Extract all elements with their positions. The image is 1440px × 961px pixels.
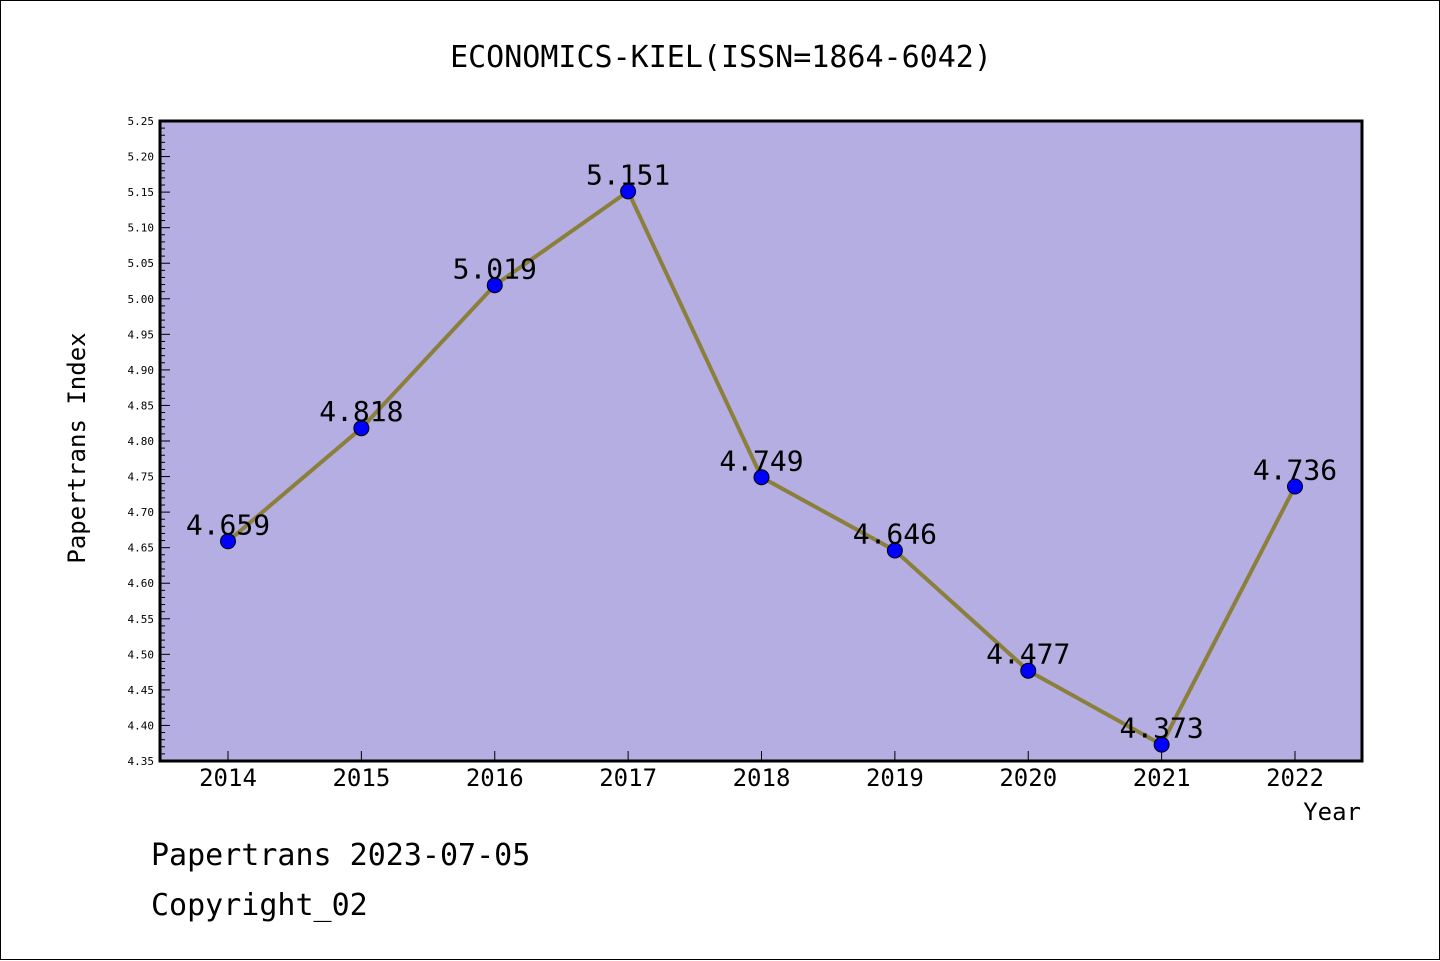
- x-tick-label: 2015: [332, 764, 390, 792]
- series-group: [220, 183, 1303, 753]
- x-tick-label: 2018: [733, 764, 791, 792]
- x-tick-label: 2016: [466, 764, 524, 792]
- y-axis-ticks: 4.35 4.40 4.45 4.50 4.55 4.60 4.65 4.70 4.75 4.80…: [128, 115, 170, 768]
- data-labels: 4.659 4.818 5.019 5.151 4.749 4.646 4.477 4.373…: [186, 158, 1337, 744]
- plot-area: [158, 119, 1364, 763]
- y-tick-label: 4.85: [128, 399, 155, 412]
- x-tick-label: 2021: [1133, 764, 1191, 792]
- x-tick-label: 2022: [1266, 764, 1324, 792]
- data-label: 4.477: [986, 638, 1070, 671]
- y-tick-label: 5.25: [128, 115, 155, 128]
- y-tick-label: 4.80: [128, 435, 155, 448]
- y-tick-label: 4.50: [128, 648, 155, 661]
- x-tick-label: 2014: [199, 764, 257, 792]
- data-label: 5.019: [453, 252, 537, 285]
- y-tick-label: 5.00: [128, 293, 155, 306]
- footer-copyright: Copyright_02: [151, 888, 368, 923]
- data-point: [353, 420, 370, 437]
- footer-date: Papertrans 2023-07-05: [151, 838, 530, 873]
- data-point: [620, 183, 637, 200]
- data-point: [753, 469, 770, 486]
- y-tick-label: 4.90: [128, 364, 155, 377]
- data-label: 4.646: [853, 518, 937, 551]
- data-point: [220, 533, 236, 550]
- y-tick-label: 4.75: [128, 471, 155, 484]
- y-tick-label: 4.55: [128, 613, 155, 626]
- y-tick-label: 4.95: [128, 328, 155, 341]
- x-axis-label: Year: [1303, 798, 1361, 826]
- y-tick-label: 4.45: [128, 684, 155, 697]
- x-tick-label: 2017: [599, 764, 657, 792]
- x-tick-label: 2020: [999, 764, 1057, 792]
- data-label: 4.373: [1119, 712, 1203, 745]
- data-label: 4.659: [186, 508, 270, 541]
- data-label: 4.749: [719, 444, 803, 477]
- y-axis-label: Papertrans Index: [63, 332, 91, 563]
- y-tick-label: 5.20: [128, 151, 155, 164]
- data-point: [1153, 736, 1170, 753]
- data-point: [1287, 478, 1303, 495]
- y-tick-label: 4.65: [128, 542, 155, 555]
- data-point: [486, 277, 503, 294]
- y-tick-label: 4.40: [128, 719, 155, 732]
- y-tick-label: 4.70: [128, 506, 155, 519]
- data-point: [1020, 662, 1037, 679]
- x-tick-label: 2019: [866, 764, 924, 792]
- y-tick-label: 5.05: [128, 257, 155, 270]
- y-tick-label: 5.15: [128, 186, 155, 199]
- y-tick-label: 4.35: [128, 755, 155, 768]
- data-label: 4.736: [1253, 454, 1337, 487]
- chart-title: ECONOMICS-KIEL(ISSN=1864-6042): [450, 40, 992, 75]
- data-label: 4.818: [319, 395, 403, 428]
- data-point: [886, 542, 903, 559]
- data-label: 5.151: [586, 158, 670, 191]
- y-tick-label: 5.10: [128, 222, 155, 235]
- x-axis-ticks: 2014 2015 2016 2017 2018 2019 2020 2021 2022: [199, 751, 1324, 792]
- y-tick-label: 4.60: [128, 577, 155, 590]
